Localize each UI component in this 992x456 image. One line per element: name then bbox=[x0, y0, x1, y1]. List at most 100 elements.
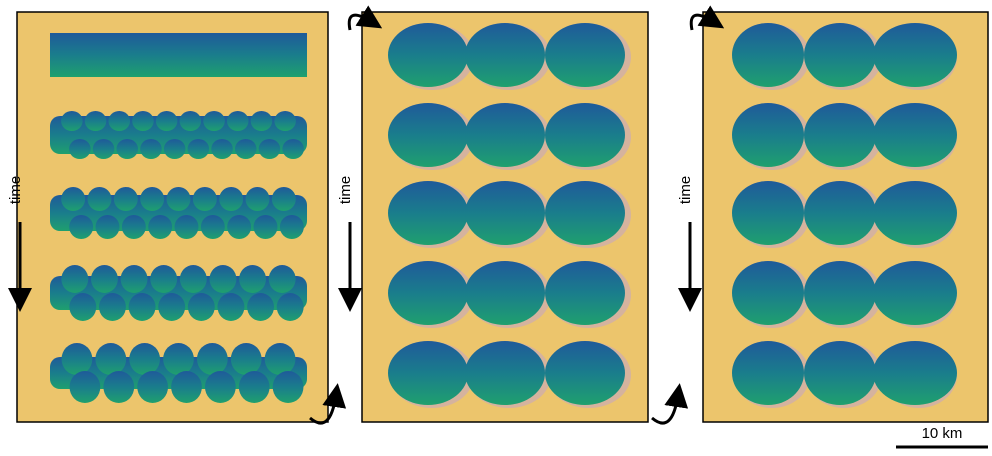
scale-bar-label: 10 km bbox=[922, 425, 963, 442]
panel: time bbox=[7, 12, 328, 422]
transition-arrow bbox=[652, 395, 678, 423]
bump bbox=[69, 215, 93, 239]
bump bbox=[103, 371, 134, 403]
bump bbox=[140, 139, 162, 159]
bump bbox=[188, 293, 215, 321]
eddy bbox=[732, 23, 804, 87]
figure: time time time 10 km bbox=[0, 0, 992, 451]
bump bbox=[211, 139, 233, 159]
panel: time bbox=[677, 12, 988, 422]
bump bbox=[219, 187, 243, 211]
bump bbox=[171, 371, 202, 403]
eddy bbox=[545, 103, 625, 167]
eddy bbox=[388, 261, 468, 325]
eddy bbox=[545, 341, 625, 405]
bump bbox=[122, 215, 146, 239]
bump bbox=[61, 187, 85, 211]
bump bbox=[121, 265, 148, 293]
eddy bbox=[388, 181, 468, 245]
bump bbox=[91, 265, 118, 293]
eddy bbox=[465, 181, 545, 245]
bump bbox=[209, 265, 236, 293]
eddy bbox=[804, 103, 876, 167]
bump bbox=[205, 371, 236, 403]
eddy bbox=[732, 261, 804, 325]
bump bbox=[158, 293, 185, 321]
eddy bbox=[732, 341, 804, 405]
bump bbox=[95, 343, 126, 375]
layer bbox=[50, 33, 307, 77]
bump bbox=[69, 139, 91, 159]
bump bbox=[217, 293, 244, 321]
eddy bbox=[732, 103, 804, 167]
bump bbox=[197, 343, 228, 375]
eddy bbox=[545, 181, 625, 245]
bump bbox=[163, 343, 194, 375]
time-label: time bbox=[337, 176, 354, 204]
bump bbox=[282, 139, 304, 159]
bump bbox=[277, 293, 304, 321]
bump bbox=[254, 215, 278, 239]
eddy bbox=[873, 261, 957, 325]
bump bbox=[227, 215, 251, 239]
bump bbox=[88, 187, 112, 211]
bump bbox=[235, 139, 257, 159]
eddy bbox=[804, 261, 876, 325]
bump bbox=[116, 139, 138, 159]
eddy bbox=[388, 103, 468, 167]
bump bbox=[150, 265, 177, 293]
bump bbox=[156, 111, 178, 131]
bump bbox=[231, 343, 262, 375]
bump bbox=[132, 111, 154, 131]
bump bbox=[203, 111, 225, 131]
bump bbox=[114, 187, 138, 211]
eddy bbox=[545, 23, 625, 87]
eddy bbox=[465, 23, 545, 87]
eddy bbox=[873, 23, 957, 87]
bump bbox=[239, 371, 270, 403]
bump bbox=[259, 139, 281, 159]
bump bbox=[247, 293, 274, 321]
bump bbox=[164, 139, 186, 159]
eddy bbox=[873, 103, 957, 167]
bump bbox=[280, 215, 304, 239]
eddy bbox=[804, 23, 876, 87]
bump bbox=[93, 139, 115, 159]
bump bbox=[96, 215, 120, 239]
bump bbox=[272, 187, 296, 211]
eddy bbox=[873, 181, 957, 245]
time-label: time bbox=[677, 176, 694, 204]
bump bbox=[62, 343, 93, 375]
bump bbox=[265, 343, 296, 375]
time-label: time bbox=[7, 176, 24, 204]
eddy bbox=[388, 341, 468, 405]
eddy bbox=[465, 103, 545, 167]
bump bbox=[85, 111, 107, 131]
bump bbox=[175, 215, 199, 239]
bump bbox=[193, 187, 217, 211]
bump bbox=[129, 293, 156, 321]
bump bbox=[246, 187, 270, 211]
bump bbox=[70, 371, 101, 403]
eddy bbox=[465, 341, 545, 405]
eddy bbox=[388, 23, 468, 87]
bump bbox=[129, 343, 160, 375]
bump bbox=[99, 293, 126, 321]
bump bbox=[239, 265, 266, 293]
eddy bbox=[545, 261, 625, 325]
bump bbox=[273, 371, 304, 403]
eddy bbox=[873, 341, 957, 405]
bump bbox=[188, 139, 210, 159]
bump bbox=[251, 111, 273, 131]
bump bbox=[180, 265, 207, 293]
bump bbox=[61, 265, 88, 293]
bump bbox=[201, 215, 225, 239]
bump bbox=[180, 111, 202, 131]
bump bbox=[137, 371, 168, 403]
eddy bbox=[804, 341, 876, 405]
bump bbox=[167, 187, 191, 211]
eddy bbox=[732, 181, 804, 245]
bump bbox=[61, 111, 83, 131]
bump bbox=[148, 215, 172, 239]
panel: time bbox=[337, 12, 648, 422]
